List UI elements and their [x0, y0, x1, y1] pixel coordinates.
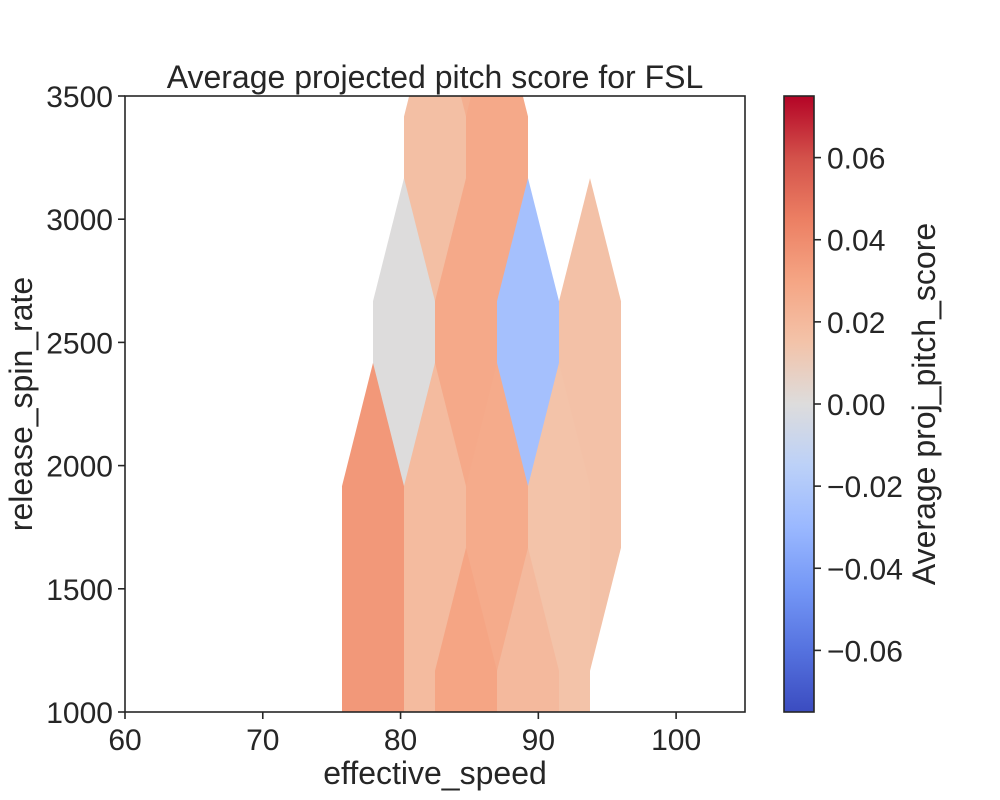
y-tick-label: 2500: [46, 327, 113, 360]
x-tick-label: 70: [246, 724, 279, 757]
y-tick-label: 3000: [46, 204, 113, 237]
colorbar-tick-label: −0.06: [827, 635, 903, 668]
colorbar-tick-label: −0.04: [827, 553, 903, 586]
colorbar: [783, 95, 815, 713]
x-tick-label: 80: [384, 724, 417, 757]
x-axis: 60 70 80 90 100: [108, 712, 701, 757]
colorbar-tick-label: 0.00: [827, 389, 885, 422]
hex-cell: [342, 362, 404, 712]
colorbar-tick-label: 0.04: [827, 225, 885, 258]
hex-cell: [435, 547, 497, 712]
y-tick-label: 2000: [46, 451, 113, 484]
colorbar-tick-label: 0.02: [827, 307, 885, 340]
plot-frame: [124, 95, 746, 713]
y-tick-label: 1500: [46, 574, 113, 607]
y-axis: 1000 1500 2000 2500 3000 3500: [46, 81, 125, 730]
plot-area: [342, 96, 621, 712]
x-tick-label: 100: [651, 724, 701, 757]
y-tick-label: 3500: [46, 81, 113, 114]
colorbar-tick-label: 0.06: [827, 143, 885, 176]
colorbar-axis: −0.06 −0.04 −0.02 0.00 0.02 0.04 0.06: [814, 143, 903, 668]
x-tick-label: 90: [522, 724, 555, 757]
chart-title: Average projected pitch score for FSL: [167, 59, 704, 95]
x-axis-label: effective_speed: [323, 755, 547, 791]
hex-cell: [497, 547, 559, 712]
x-tick-label: 60: [108, 724, 141, 757]
colorbar-label: Average proj_pitch_score: [906, 223, 942, 585]
y-axis-label: release_spin_rate: [3, 277, 39, 531]
colorbar-tick-label: −0.02: [827, 471, 903, 504]
y-tick-label: 1000: [46, 697, 113, 730]
